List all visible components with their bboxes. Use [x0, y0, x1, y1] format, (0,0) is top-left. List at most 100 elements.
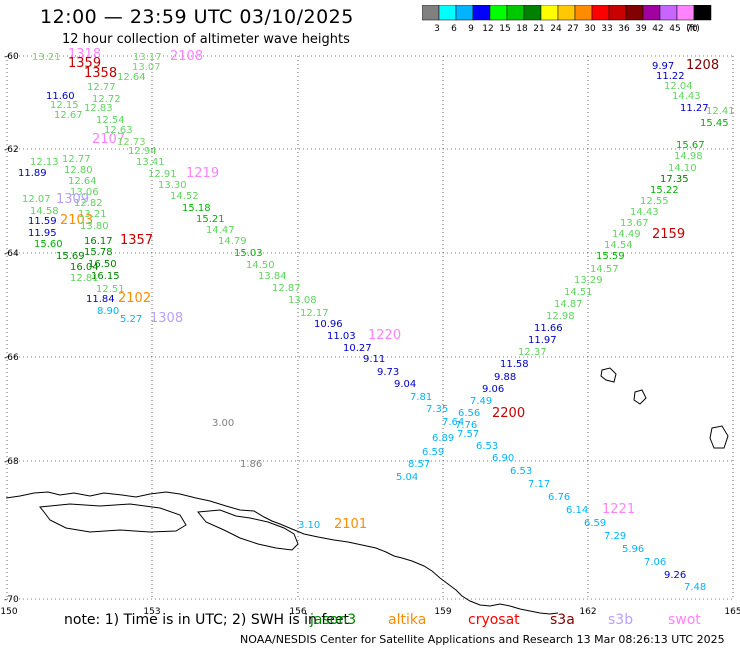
mission-cryosat: cryosat	[468, 612, 520, 628]
wave-height-label: 13.67	[620, 218, 649, 229]
scale-label: 70	[686, 24, 698, 34]
pass-time-label: 1357	[120, 233, 153, 248]
scale-swatch	[557, 5, 576, 21]
wave-height-label: 12.81	[70, 273, 99, 284]
wave-height-label: 15.78	[84, 247, 113, 258]
wave-height-label: 15.67	[676, 140, 705, 151]
wave-height-label: 15.69	[56, 251, 85, 262]
lat-label: -64	[4, 249, 19, 259]
wave-height-label: 5.96	[622, 544, 644, 555]
wave-height-label: 12.64	[117, 72, 146, 83]
wave-height-label: 15.59	[596, 251, 625, 262]
wave-height-label: 11.95	[28, 228, 57, 239]
wave-height-label: 15.22	[650, 185, 679, 196]
wave-height-label: 12.63	[104, 125, 133, 136]
wave-height-label: 11.22	[656, 71, 685, 82]
wave-height-label: 7.35	[426, 404, 448, 415]
scale-label: 21	[533, 24, 544, 34]
wave-height-label: 14.51	[564, 287, 593, 298]
wave-height-label: 12.87	[272, 283, 301, 294]
scale-label: 15	[499, 24, 510, 34]
wave-height-label: 10.27	[343, 343, 372, 354]
wave-height-label: 12.13	[30, 157, 59, 168]
wave-height-label: 6.76	[548, 492, 570, 503]
wave-height-label: 12.64	[68, 176, 97, 187]
color-scale-legend: 3 6 9 12 15 18 21 24 27 30 33 36 39 42 45 70(ft)	[422, 5, 712, 34]
scale-swatch	[608, 5, 627, 21]
pass-time-label: 2200	[492, 406, 525, 421]
wave-height-label: 12.91	[148, 169, 177, 180]
scale-label: 30	[584, 24, 596, 34]
wave-height-label: 12.41	[706, 106, 735, 117]
coastline-island-mid	[197, 509, 299, 551]
wave-height-label: 13.30	[158, 180, 187, 191]
wave-height-label: 14.43	[672, 91, 701, 102]
wave-height-label: 7.29	[604, 531, 626, 542]
wave-height-label: 11.03	[327, 331, 356, 342]
scale-swatch	[676, 5, 695, 21]
wave-height-label: 11.59	[28, 216, 57, 227]
wave-height-label: 16.15	[91, 271, 120, 282]
wave-height-label: 11.27	[680, 103, 709, 114]
wave-height-label: 6.14	[566, 505, 588, 516]
wave-height-label: 10.96	[314, 319, 343, 330]
wave-height-label: 14.58	[30, 206, 59, 217]
scale-swatch	[438, 5, 457, 21]
wave-height-label: 11.97	[528, 335, 557, 346]
wave-height-label: 7.57	[457, 429, 479, 440]
wave-height-label: 12.77	[87, 82, 116, 93]
coastline-island-west	[39, 503, 187, 533]
wave-height-label: 7.06	[644, 557, 666, 568]
scale-label: 9	[468, 24, 474, 34]
wave-height-label: 14.10	[668, 163, 697, 174]
wave-height-label: 7.48	[684, 582, 706, 593]
lon-label: 162	[579, 607, 596, 617]
mission-swot: swot	[668, 612, 701, 628]
scale-swatch	[574, 5, 593, 21]
scale-label: 42	[652, 24, 663, 34]
pass-time-label: 1208	[686, 58, 719, 73]
scale-label: 45	[669, 24, 680, 34]
wave-height-label: 14.52	[170, 191, 199, 202]
note-text: note: 1) Time is in UTC; 2) SWH is in fe…	[64, 612, 350, 628]
wave-height-label: 7.17	[528, 479, 550, 490]
wave-height-label: 14.47	[206, 225, 235, 236]
wave-height-label: 16.04	[70, 262, 99, 273]
pass-time-label: 1318	[68, 47, 101, 62]
lat-label: -68	[4, 457, 19, 467]
wave-height-label: 9.04	[394, 379, 416, 390]
wave-height-label: 11.60	[46, 91, 75, 102]
wave-height-label: 13.29	[574, 275, 603, 286]
pass-time-label: 1309	[56, 192, 89, 207]
pass-time-label: 1220	[368, 328, 401, 343]
wave-height-label: 13.21	[78, 209, 107, 220]
scale-unit: (ft)	[686, 24, 700, 34]
wave-height-label: 12.72	[92, 94, 121, 105]
wave-height-label: 13.17	[133, 52, 162, 63]
wave-height-label: 13.08	[288, 295, 317, 306]
scale-swatch	[625, 5, 644, 21]
pass-time-label: 1308	[150, 311, 183, 326]
wave-height-label: 7.49	[470, 396, 492, 407]
coastline	[5, 367, 729, 615]
scale-label: 18	[516, 24, 528, 34]
pass-time-label: 1358	[84, 66, 117, 81]
lon-label: 150	[0, 607, 17, 617]
scale-swatch	[489, 5, 508, 21]
wave-height-label: 17.35	[660, 174, 689, 185]
mission-s3b: s3b	[608, 612, 634, 628]
wave-height-label: 15.60	[34, 239, 63, 250]
wave-height-label: 3.00	[212, 418, 234, 429]
pass-time-label: 1359	[68, 56, 101, 71]
scale-label: 6	[451, 24, 457, 34]
lon-label: 156	[289, 607, 306, 617]
wave-height-label: 5.27	[120, 314, 142, 325]
lat-label: -70	[4, 595, 19, 605]
scale-swatch	[642, 5, 661, 21]
mission-altika: altika	[388, 612, 427, 628]
scale-swatch	[591, 5, 610, 21]
wave-height-label: 9.11	[363, 354, 385, 365]
wave-height-label: 12.55	[640, 196, 669, 207]
coastline-island-east1	[600, 367, 617, 383]
